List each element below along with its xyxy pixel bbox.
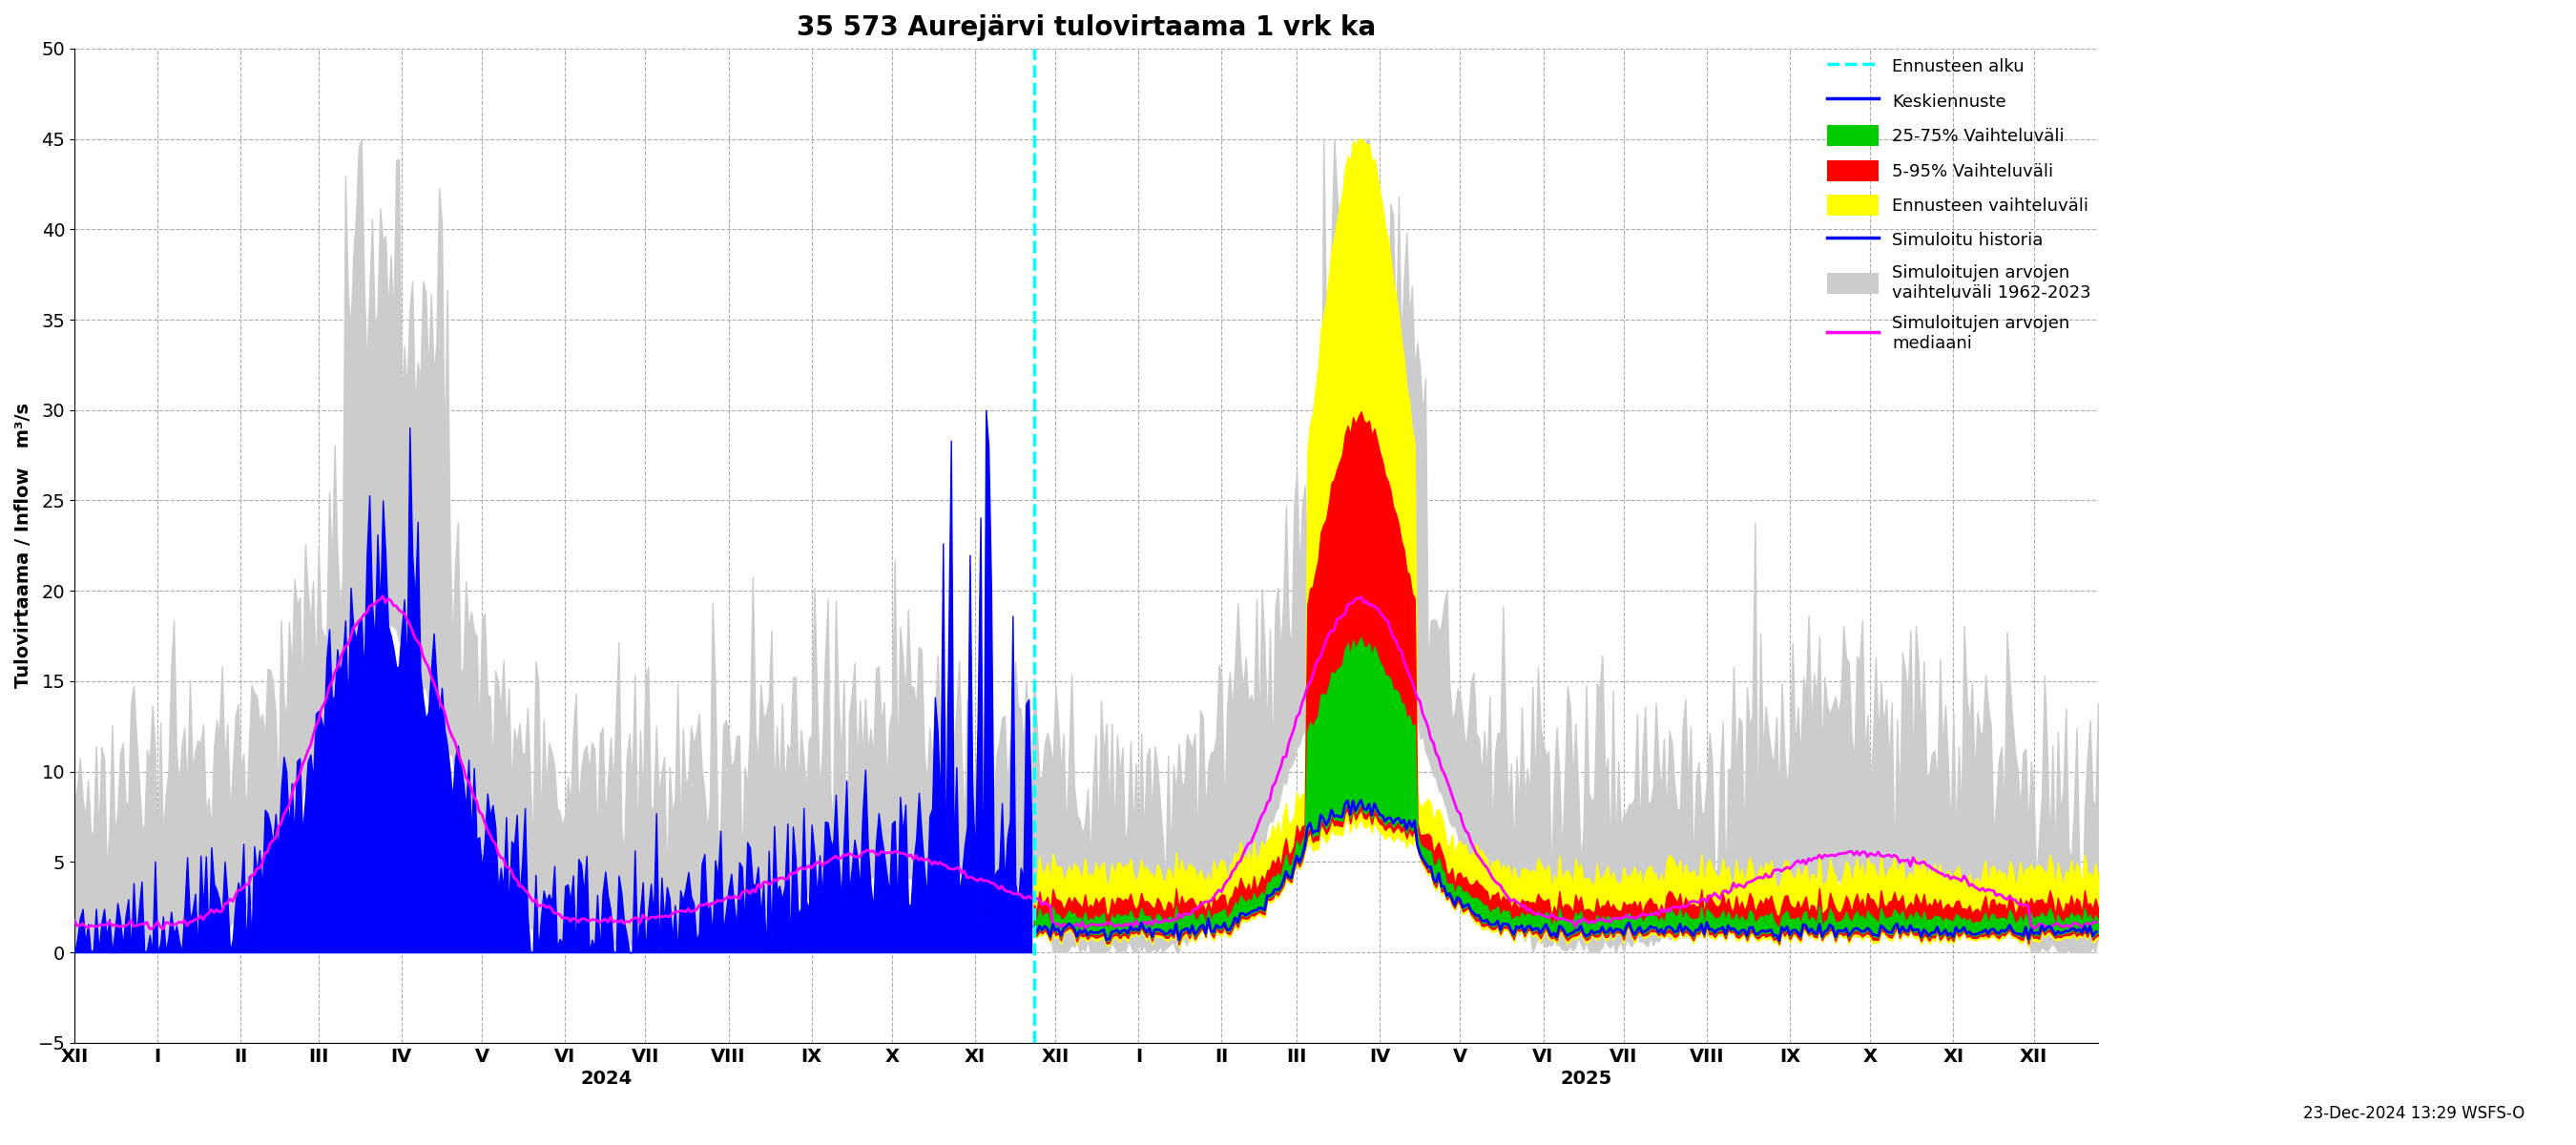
Legend: Ennusteen alku, Keskiennuste, 25-75% Vaihteluväli, 5-95% Vaihteluväli, Ennusteen: Ennusteen alku, Keskiennuste, 25-75% Vai… [1819,48,2097,360]
Y-axis label: Tulovirtaama / Inflow   m³/s: Tulovirtaama / Inflow m³/s [15,403,33,688]
Text: 2025: 2025 [1561,1069,1613,1088]
Text: 23-Dec-2024 13:29 WSFS-O: 23-Dec-2024 13:29 WSFS-O [2303,1105,2524,1122]
Title: 35 573 Aurejärvi tulovirtaama 1 vrk ka: 35 573 Aurejärvi tulovirtaama 1 vrk ka [796,14,1376,41]
Text: 2024: 2024 [580,1069,634,1088]
